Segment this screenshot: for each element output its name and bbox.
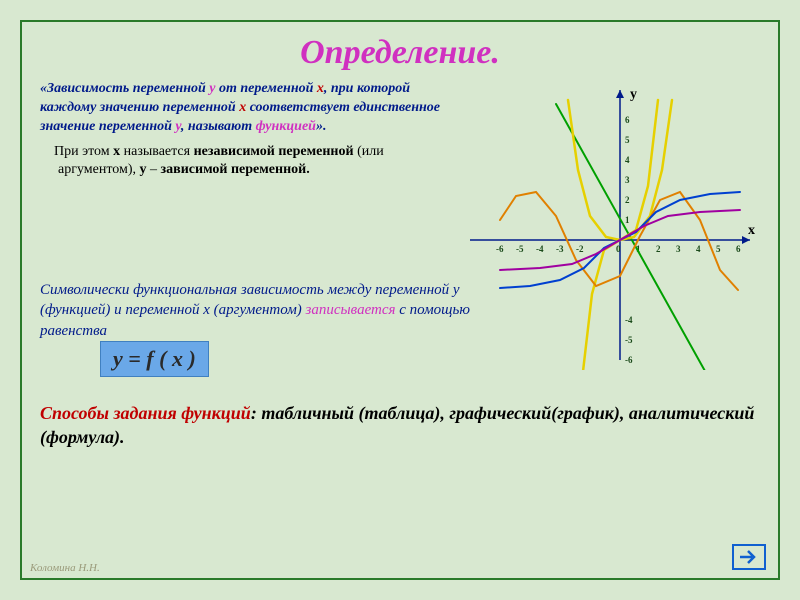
svg-text:5: 5 <box>716 244 721 254</box>
svg-text:-2: -2 <box>576 244 584 254</box>
svg-text:-6: -6 <box>496 244 504 254</box>
svg-text:4: 4 <box>696 244 701 254</box>
svg-text:-4: -4 <box>625 315 633 325</box>
formula: y = f ( x ) <box>113 346 196 371</box>
page-title: Определение. <box>40 34 760 72</box>
svg-text:y: y <box>630 87 637 102</box>
formula-box: y = f ( x ) <box>100 341 209 377</box>
functions-chart: xy-6-5-4-3-20123456123456-4-5-6 <box>460 80 760 370</box>
svg-text:4: 4 <box>625 155 630 165</box>
svg-text:2: 2 <box>625 195 630 205</box>
independent-var-text: При этом х называется независимой переме… <box>40 143 450 179</box>
svg-text:0: 0 <box>616 244 621 254</box>
methods-text: Способы задания функций: табличный (табл… <box>40 401 760 450</box>
svg-text:-3: -3 <box>556 244 564 254</box>
svg-text:-6: -6 <box>625 355 633 365</box>
svg-text:2: 2 <box>656 244 661 254</box>
svg-text:3: 3 <box>676 244 681 254</box>
svg-text:3: 3 <box>625 175 630 185</box>
svg-text:6: 6 <box>625 115 630 125</box>
svg-text:-5: -5 <box>516 244 524 254</box>
next-button[interactable] <box>732 544 766 570</box>
arrow-right-icon <box>739 548 759 566</box>
svg-text:x: x <box>748 223 755 238</box>
svg-text:-5: -5 <box>625 335 633 345</box>
svg-text:6: 6 <box>736 244 741 254</box>
definition-text: «Зависимость переменной у от переменной … <box>40 80 450 137</box>
svg-text:5: 5 <box>625 135 630 145</box>
author-label: Коломина Н.Н. <box>30 562 100 574</box>
svg-text:-4: -4 <box>536 244 544 254</box>
svg-text:1: 1 <box>625 215 630 225</box>
